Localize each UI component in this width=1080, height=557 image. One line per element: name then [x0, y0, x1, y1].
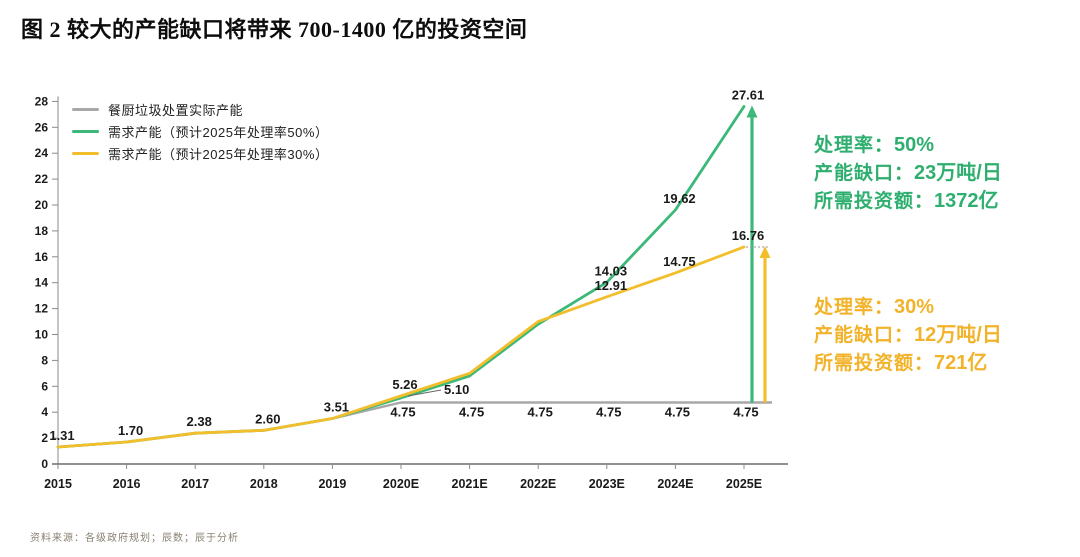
- data-label: 4.75: [733, 404, 758, 419]
- data-label: 1.70: [118, 423, 143, 438]
- annotation-label: 处理率：: [814, 297, 895, 318]
- annotation-value: 1372亿: [934, 190, 999, 212]
- x-tick-label: 2021E: [452, 477, 488, 491]
- data-label: 27.61: [732, 87, 765, 102]
- y-tick-label: 14: [35, 276, 49, 290]
- data-label: 5.26: [392, 377, 417, 392]
- annotation-label: 所需投资额：: [814, 191, 935, 212]
- x-tick-label: 2023E: [589, 477, 625, 491]
- annotation-gold: 处理率：30% 产能缺口：12万吨/日 所需投资额：721亿: [814, 293, 1074, 377]
- data-label: 4.75: [390, 404, 415, 419]
- source-note: 资料来源：各级政府规划；辰数；辰于分析: [30, 533, 239, 544]
- y-tick-label: 24: [35, 146, 49, 160]
- x-tick-label: 2025E: [726, 477, 762, 491]
- y-tick-label: 0: [41, 457, 48, 471]
- legend-item-2: 需求产能（预计2025年处理率30%）: [72, 145, 328, 162]
- annotation-green-line-1: 产能缺口：23万吨/日: [814, 159, 1074, 187]
- annotation-gold-line-1: 产能缺口：12万吨/日: [814, 321, 1074, 349]
- data-label: 2.60: [255, 411, 280, 426]
- legend-line-swatch: [72, 130, 99, 133]
- y-tick-label: 12: [35, 302, 49, 316]
- annotation-label: 所需投资额：: [814, 353, 935, 374]
- data-label: 4.75: [459, 404, 484, 419]
- legend-item-1: 需求产能（预计2025年处理率50%）: [72, 123, 328, 140]
- x-tick-label: 2015: [44, 477, 72, 491]
- x-tick-label: 2019: [318, 477, 346, 491]
- gap-arrowhead-0: [746, 105, 758, 118]
- x-tick-label: 2016: [113, 477, 141, 491]
- y-tick-label: 10: [35, 328, 49, 342]
- data-label: 16.76: [732, 228, 765, 243]
- data-label: 14.75: [663, 254, 696, 269]
- data-label: 4.75: [596, 404, 621, 419]
- annotation-label: 处理率：: [814, 135, 895, 156]
- annotation-value: 721亿: [934, 352, 988, 374]
- x-tick-label: 2022E: [520, 477, 556, 491]
- annotation-green-line-0: 处理率：50%: [814, 131, 1074, 159]
- x-tick-label: 2018: [250, 477, 278, 491]
- annotation-label: 产能缺口：: [814, 163, 915, 184]
- legend-label: 需求产能（预计2025年处理率50%）: [108, 125, 329, 140]
- annotation-value: 30%: [894, 296, 935, 318]
- x-tick-label: 2024E: [657, 477, 693, 491]
- data-label: 14.03: [595, 263, 628, 278]
- data-label: 4.75: [665, 404, 690, 419]
- annotation-gold-line-2: 所需投资额：721亿: [814, 349, 1074, 377]
- data-label: 1.31: [49, 428, 74, 443]
- y-tick-label: 28: [35, 94, 49, 108]
- gap-arrowhead-1: [759, 245, 771, 258]
- y-tick-label: 18: [35, 224, 49, 238]
- data-label: 12.91: [595, 278, 628, 293]
- y-tick-label: 26: [35, 120, 49, 134]
- data-label: 3.51: [324, 400, 349, 415]
- data-label: 19.62: [663, 191, 696, 206]
- y-tick-label: 2: [41, 431, 48, 445]
- series-line-2: [56, 245, 746, 449]
- annotation-green-line-2: 所需投资额：1372亿: [814, 187, 1074, 215]
- data-label: 5.10: [444, 382, 469, 397]
- y-tick-label: 4: [41, 405, 48, 419]
- annotation-green: 处理率：50% 产能缺口：23万吨/日 所需投资额：1372亿: [814, 131, 1074, 215]
- data-label: 2.38: [187, 414, 212, 429]
- y-tick-label: 6: [41, 379, 48, 393]
- x-tick-label: 2020E: [383, 477, 419, 491]
- y-tick-label: 16: [35, 250, 49, 264]
- annotation-value: 50%: [894, 134, 935, 156]
- y-tick-label: 8: [41, 353, 48, 367]
- legend-item-0: 餐厨垃圾处置实际产能: [72, 101, 328, 118]
- legend-label: 需求产能（预计2025年处理率30%）: [108, 147, 329, 162]
- legend-line-swatch: [72, 152, 99, 155]
- y-tick-label: 22: [35, 172, 49, 186]
- annotation-gold-line-0: 处理率：30%: [814, 293, 1074, 321]
- annotation-value: 23万吨/日: [914, 162, 1002, 184]
- data-label: 4.75: [528, 404, 553, 419]
- y-tick-label: 20: [35, 198, 49, 212]
- chart-legend: 餐厨垃圾处置实际产能需求产能（预计2025年处理率50%） 需求产能（预计2025…: [72, 101, 328, 162]
- legend-label: 餐厨垃圾处置实际产能: [108, 103, 244, 118]
- legend-line-swatch: [72, 108, 99, 111]
- annotation-value: 12万吨/日: [914, 324, 1002, 346]
- annotation-label: 产能缺口：: [814, 325, 915, 346]
- figure-title: 图 2 较大的产能缺口将带来 700-1400 亿的投资空间: [21, 17, 528, 42]
- x-tick-label: 2017: [181, 477, 209, 491]
